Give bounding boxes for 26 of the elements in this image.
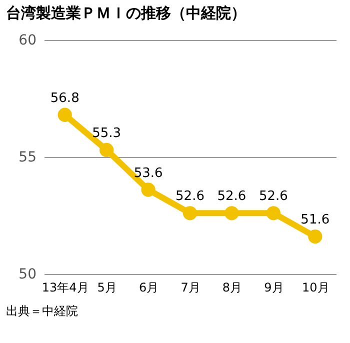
chart-title: 台湾製造業ＰＭＩの推移（中経院） bbox=[6, 4, 246, 22]
point bbox=[58, 108, 72, 122]
point bbox=[182, 206, 198, 220]
source-note: 出典＝中経院 bbox=[6, 304, 78, 318]
x-tick-label: 9月 bbox=[264, 280, 284, 294]
x-tick-label: 13年4月 bbox=[42, 280, 89, 294]
data-label: 52.6 bbox=[217, 189, 246, 204]
x-tick-label: 10月 bbox=[302, 280, 330, 294]
y-tick-label: 60 bbox=[18, 32, 36, 48]
data-label: 51.6 bbox=[300, 212, 330, 228]
point bbox=[266, 206, 280, 220]
y-tick-label: 50 bbox=[18, 266, 36, 282]
data-label: 52.6 bbox=[176, 189, 204, 204]
point bbox=[224, 206, 239, 220]
point bbox=[141, 182, 156, 197]
data-label: 55.3 bbox=[92, 126, 122, 141]
y-tick-label: 55 bbox=[18, 150, 36, 166]
x-tick-label: 6月 bbox=[138, 280, 159, 294]
data-label: 53.6 bbox=[134, 166, 163, 181]
x-tick-label: 8月 bbox=[222, 280, 242, 294]
point bbox=[308, 230, 322, 244]
x-tick-label: 5月 bbox=[97, 280, 117, 294]
data-label: 52.6 bbox=[258, 189, 288, 204]
point bbox=[100, 142, 114, 158]
x-tick-label: 7月 bbox=[180, 280, 200, 294]
data-label: 56.8 bbox=[50, 90, 80, 106]
